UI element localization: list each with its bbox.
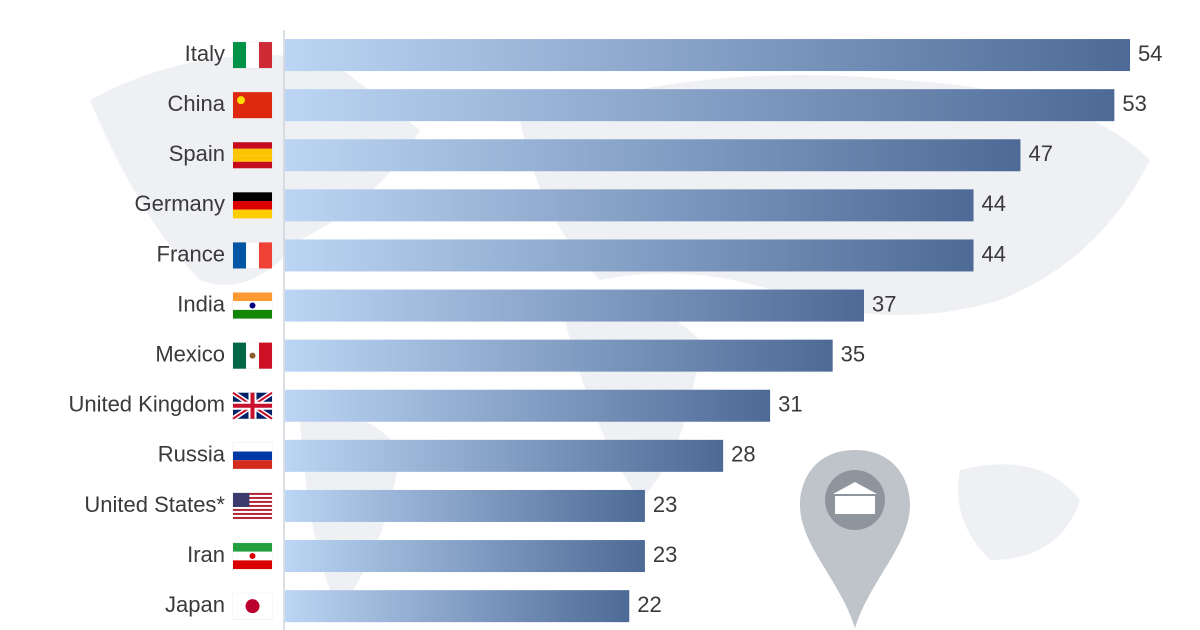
flag (232, 442, 273, 470)
flag-part (233, 442, 272, 452)
category-label: France (157, 241, 225, 266)
flag-part (233, 451, 272, 461)
flag-part (233, 242, 246, 269)
category-label: Japan (165, 592, 225, 617)
flag-part (233, 504, 272, 507)
flag-part (237, 96, 245, 105)
category-label: Spain (169, 141, 225, 166)
flag-part (233, 342, 246, 369)
bar (285, 339, 833, 372)
value-label: 44 (982, 241, 1006, 266)
value-label: 37 (872, 291, 896, 316)
value-label: 44 (982, 191, 1006, 216)
bar (285, 39, 1130, 72)
value-label: 28 (731, 442, 755, 467)
flag (232, 592, 273, 620)
flag (232, 41, 273, 69)
flag-part (233, 492, 250, 507)
category-label: Iran (187, 542, 225, 567)
flag-part (233, 392, 272, 419)
bar (285, 89, 1115, 122)
flag-part (233, 560, 272, 570)
flag-part (233, 543, 272, 552)
flag-part (233, 292, 272, 302)
bar (285, 540, 645, 573)
flag (232, 242, 273, 269)
value-label: 47 (1028, 141, 1052, 166)
value-label: 35 (841, 341, 865, 366)
value-label: 23 (653, 542, 677, 567)
flag (232, 142, 273, 169)
flag-part (259, 242, 272, 269)
flag (231, 390, 274, 421)
flag-part (233, 192, 272, 202)
category-label: Russia (158, 442, 226, 467)
flag-part (233, 492, 272, 495)
flag-part (233, 209, 272, 219)
bar (285, 189, 974, 222)
category-label: Mexico (155, 341, 225, 366)
bar (285, 489, 645, 522)
flag-part (233, 498, 272, 501)
flag-part (233, 161, 272, 169)
flag-part (233, 496, 272, 499)
flag-part (233, 510, 272, 513)
flag-part (233, 460, 272, 469)
flag-part (233, 494, 272, 497)
flag-part (233, 506, 272, 509)
bar (285, 590, 630, 623)
flag-part (233, 516, 272, 519)
category-label: Germany (135, 191, 225, 216)
bar (285, 289, 864, 322)
value-label: 22 (637, 592, 661, 617)
value-label: 54 (1138, 41, 1162, 66)
category-label: United States* (84, 492, 225, 517)
bar (285, 389, 771, 422)
flag-part (233, 148, 272, 156)
bar (285, 139, 1021, 172)
flag-part (233, 92, 272, 119)
unesco-pin (800, 450, 910, 628)
value-label: 31 (778, 392, 802, 417)
flag-part (233, 201, 272, 210)
flag (232, 192, 273, 219)
value-label: 53 (1122, 91, 1146, 116)
flag-part (249, 352, 256, 359)
flag-part (233, 309, 272, 319)
category-label: Italy (185, 41, 225, 66)
flag-part (233, 155, 272, 162)
flag-part (245, 599, 260, 614)
flag-part (246, 242, 259, 269)
category-label: United Kingdom (68, 392, 225, 417)
bar (285, 439, 724, 472)
flag-part (233, 514, 272, 517)
category-label: China (168, 91, 226, 116)
flag (232, 292, 273, 319)
category-label: India (177, 291, 225, 316)
flag (232, 542, 273, 570)
flag-part (249, 302, 256, 309)
flag-part (259, 42, 272, 69)
value-label: 23 (653, 492, 677, 517)
flag (232, 91, 273, 119)
flag-part (233, 42, 246, 69)
background-map (90, 55, 1150, 610)
flag-part (233, 142, 272, 149)
flag (232, 492, 273, 520)
flag-part (259, 342, 272, 369)
flag-part (233, 502, 272, 505)
flag-part (249, 553, 256, 560)
flag-part (233, 500, 272, 503)
flag-part (233, 512, 272, 515)
flag-part (233, 508, 272, 511)
bar (285, 239, 974, 272)
flag-part (246, 42, 259, 69)
flag (232, 342, 273, 369)
